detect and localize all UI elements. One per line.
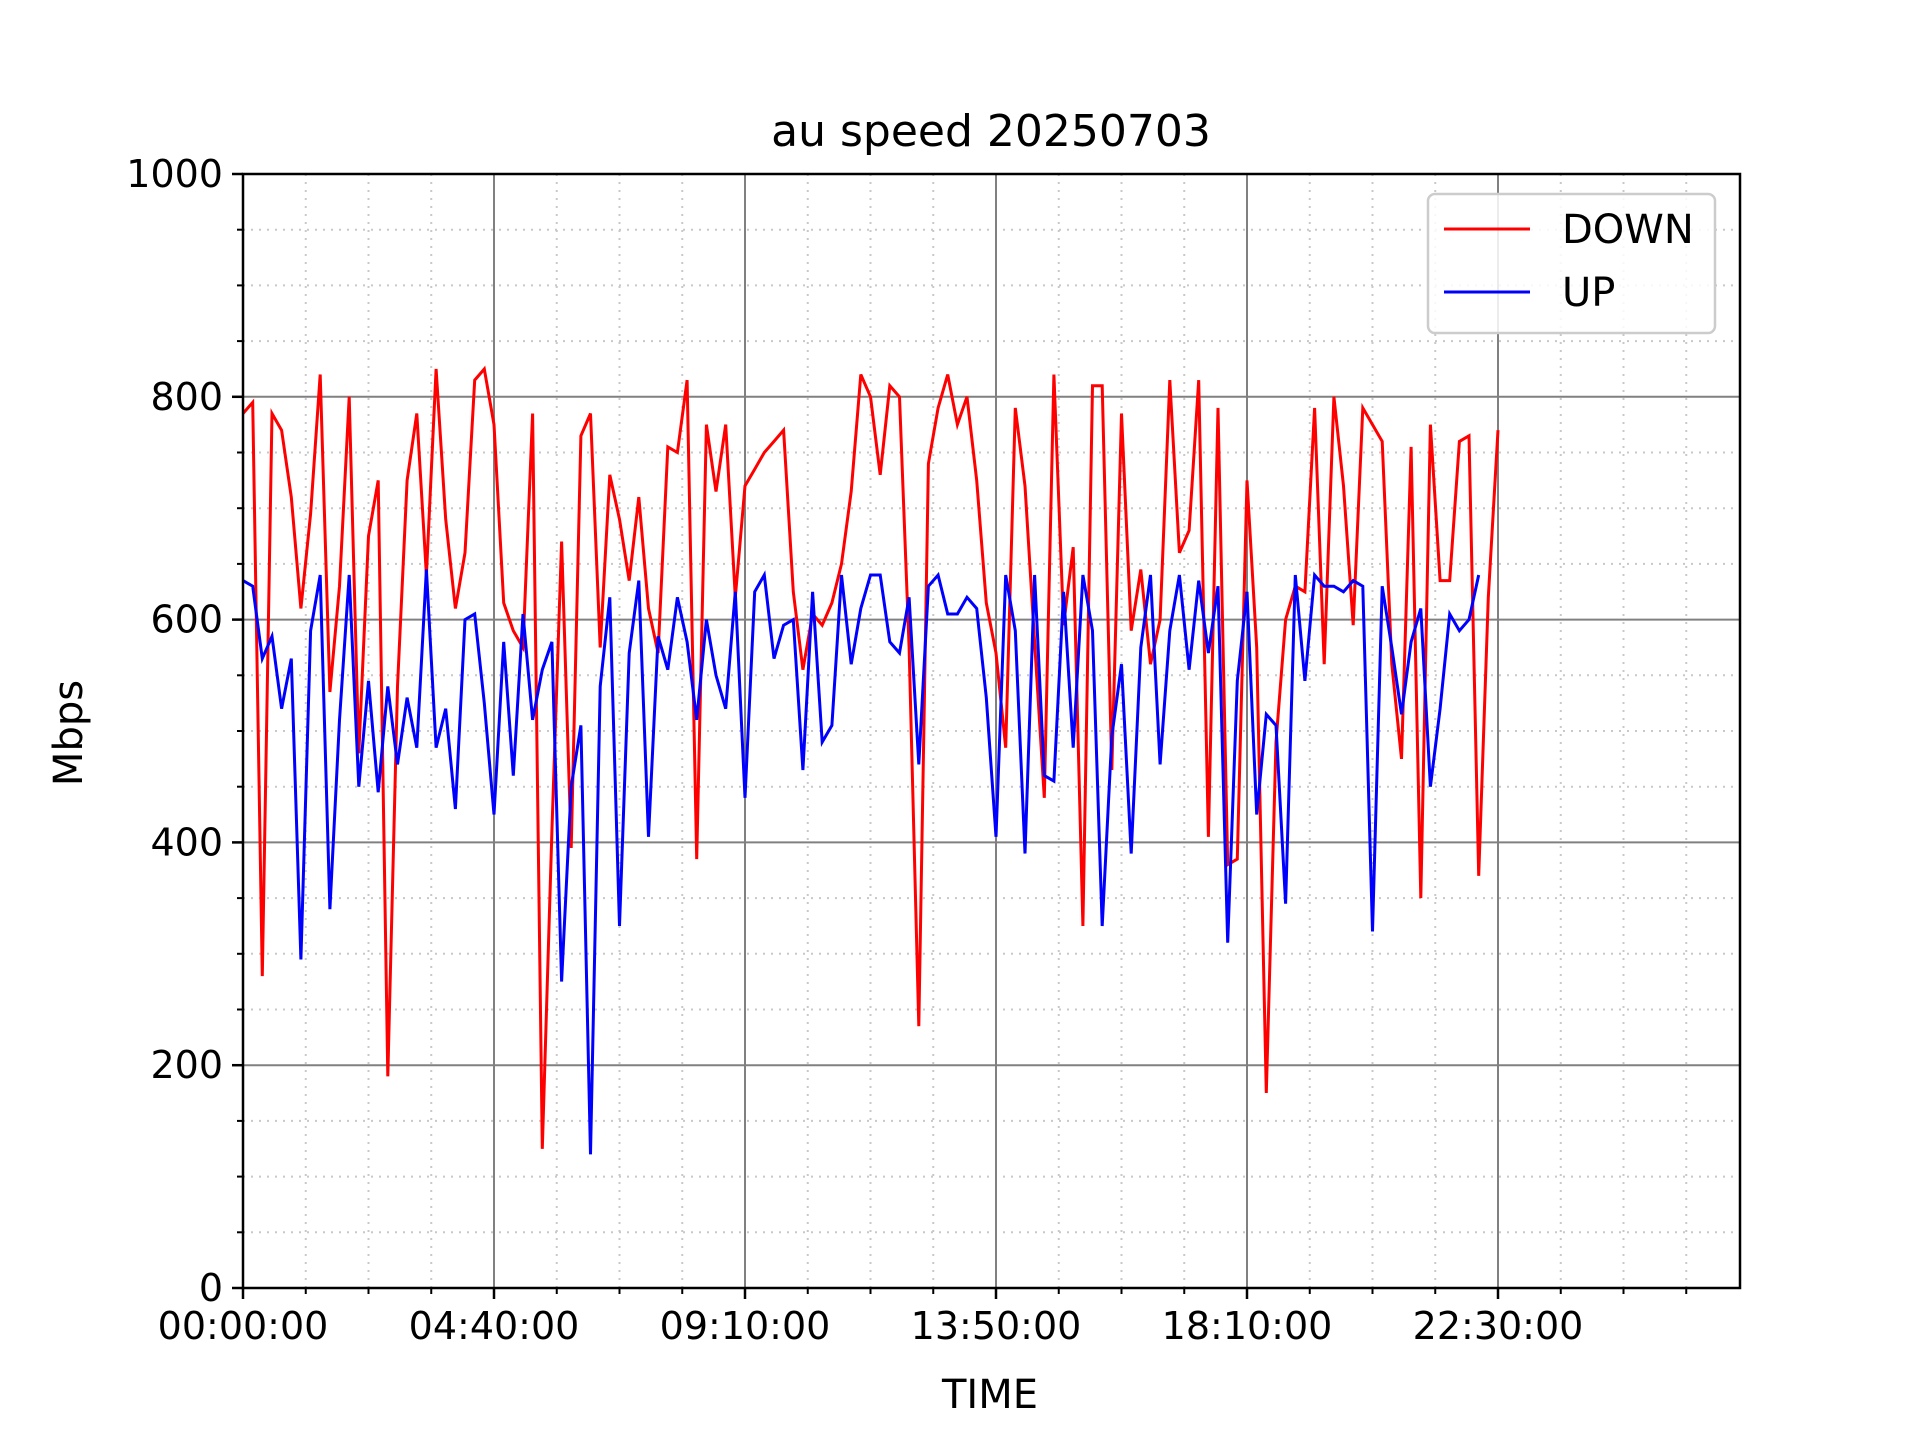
legend: DOWN UP: [1426, 192, 1717, 335]
x-tick-label: 22:30:00: [1413, 1304, 1584, 1348]
y-axis-label: Mbps: [46, 680, 92, 786]
x-tick-label: 04:40:00: [409, 1304, 580, 1348]
y-tick-label: 600: [150, 598, 223, 642]
series-up: [242, 569, 1481, 1155]
x-tick-label: 09:10:00: [660, 1304, 831, 1348]
y-axis: 0 200 400 600 800 1000: [126, 152, 243, 1310]
y-tick-label: 200: [150, 1043, 223, 1087]
chart-title: au speed 20250703: [771, 106, 1211, 157]
x-axis-label: TIME: [941, 1372, 1038, 1418]
legend-label-down: DOWN: [1562, 207, 1694, 253]
series-layer: [241, 365, 1500, 1155]
y-tick-label: 400: [150, 820, 223, 864]
x-tick-label: 00:00:00: [158, 1304, 329, 1348]
major-grid: [243, 174, 1740, 1288]
series-line-down: [241, 365, 1500, 1149]
x-tick-label: 13:50:00: [911, 1304, 1082, 1348]
y-tick-label: 1000: [126, 152, 223, 196]
x-axis: 00:00:00 04:40:00 09:10:00 13:50:00 18:10:00…: [158, 1288, 1688, 1348]
legend-label-up: UP: [1562, 270, 1615, 316]
series-down: [241, 365, 1500, 1149]
series-line-up: [242, 569, 1481, 1155]
y-tick-label: 0: [199, 1266, 223, 1310]
x-tick-label: 18:10:00: [1162, 1304, 1333, 1348]
y-tick-label: 800: [150, 375, 223, 419]
